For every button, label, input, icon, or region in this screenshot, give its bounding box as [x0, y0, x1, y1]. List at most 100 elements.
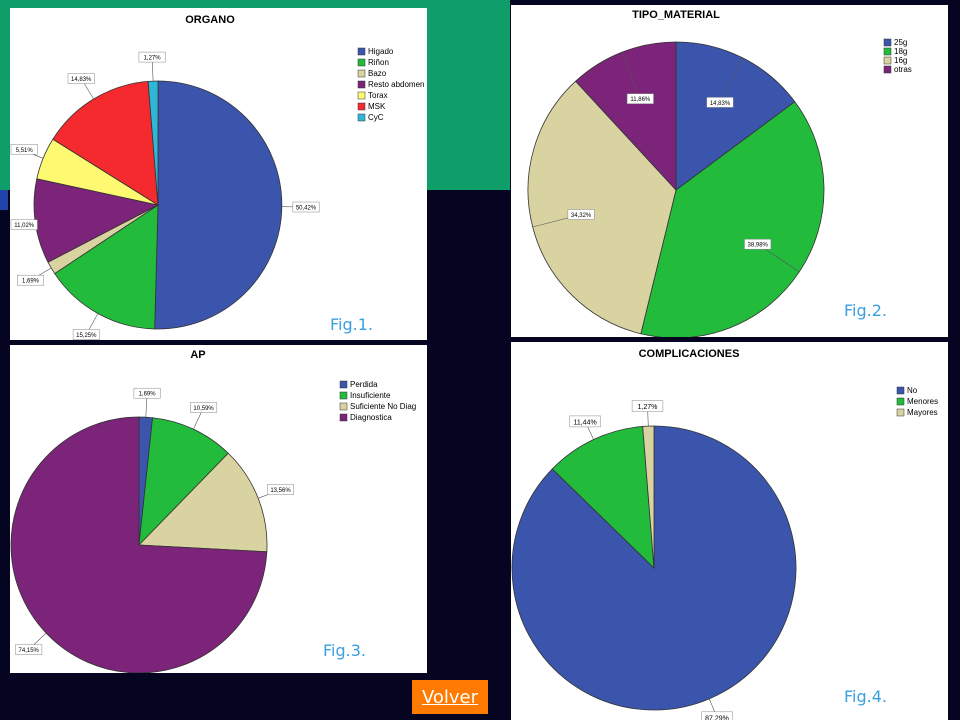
- data-label-box: [706, 97, 734, 108]
- data-label-box: [67, 73, 95, 84]
- data-label: 1,69%: [139, 392, 157, 398]
- legend-entry: Diagnostica: [350, 413, 392, 422]
- data-label: 11,86%: [630, 97, 651, 103]
- legend-swatch: [339, 380, 348, 389]
- pie-slice-16g: [527, 80, 677, 335]
- data-label-box: [72, 329, 100, 340]
- background-blue-stripe: [0, 190, 8, 210]
- legend-swatch: [883, 47, 892, 56]
- legend-swatch: [339, 413, 348, 422]
- label-leader-line: [719, 57, 743, 103]
- legend-entry: Torax: [368, 91, 388, 100]
- legend-swatch: [357, 102, 366, 111]
- legend-swatch: [339, 391, 348, 400]
- chart-panel-tipo-material: TIPO_MATERIAL 14,83% 38,98% 34,32% 11,86% 25g…: [511, 5, 948, 337]
- legend-entry: Insuficiente: [350, 391, 391, 400]
- data-label-box: [701, 711, 733, 720]
- fig-label-4: Fig.4.: [844, 687, 887, 706]
- data-label: 87,29%: [705, 715, 729, 720]
- legend-entry: Perdida: [350, 380, 378, 389]
- legend-entry: CyC: [368, 113, 384, 122]
- pie-slice-riñon: [54, 204, 159, 330]
- data-label: 11,02%: [14, 223, 35, 229]
- data-label-box: [133, 387, 161, 399]
- data-label: 11,44%: [573, 419, 596, 426]
- data-label-box: [569, 415, 601, 428]
- data-label: 34,32%: [571, 213, 592, 219]
- volver-button[interactable]: Volver: [412, 680, 488, 714]
- pie-slice-mayores: [642, 425, 655, 569]
- data-label-box: [10, 144, 38, 155]
- legend-entry: Higado: [368, 47, 394, 56]
- pie-slice-suficiente-no-diag: [138, 452, 268, 553]
- data-label: 10,59%: [193, 406, 214, 412]
- chart-title: COMPLICACIONES: [639, 348, 740, 360]
- legend-swatch: [896, 408, 905, 417]
- data-label-box: [267, 484, 294, 495]
- legend-swatch: [883, 38, 892, 47]
- data-label-box: [17, 274, 44, 286]
- data-label-box: [10, 219, 38, 230]
- legend-entry: Riñon: [368, 58, 389, 67]
- data-label: 15,25%: [76, 333, 97, 339]
- legend-swatch: [357, 80, 366, 89]
- legend-entry: Menores: [907, 397, 938, 406]
- fig-label-3: Fig.3.: [323, 641, 366, 660]
- data-label-box: [190, 402, 218, 413]
- data-label: 13,56%: [270, 488, 291, 494]
- data-label: 74,15%: [19, 648, 40, 654]
- data-label: 1,69%: [22, 279, 40, 285]
- pie-slice-msk: [52, 80, 159, 206]
- legend-swatch: [883, 65, 892, 74]
- chart-panel-ap: AP 1,69% 10,59% 13,56% 74,15% Perdida Insufici…: [10, 345, 427, 673]
- chart-title: ORGANO: [185, 14, 235, 26]
- data-label-box: [626, 93, 654, 104]
- fig-label-2: Fig.2.: [844, 301, 887, 320]
- pie-slice-higado: [154, 80, 283, 330]
- legend-swatch: [896, 397, 905, 406]
- data-label-box: [744, 238, 772, 250]
- legend-swatch: [357, 58, 366, 67]
- pie-chart-tipo-material: TIPO_MATERIAL 14,83% 38,98% 34,32% 11,86% 25g…: [527, 9, 912, 337]
- legend-entry: Suficiente No Diag: [350, 402, 416, 411]
- data-label: 1,27%: [144, 56, 162, 62]
- data-label: 1,27%: [638, 404, 658, 411]
- chart-title: AP: [190, 349, 205, 361]
- legend-swatch: [357, 69, 366, 78]
- data-label-box: [15, 644, 43, 655]
- legend-entry: 18g: [894, 47, 907, 56]
- pie-slice-diagnostica: [10, 416, 268, 673]
- legend-entry: otras: [894, 65, 912, 74]
- data-label: 5,51%: [16, 148, 34, 154]
- legend-entry: Mayores: [907, 408, 938, 417]
- data-label-box: [292, 201, 320, 213]
- chart-title: TIPO_MATERIAL: [632, 9, 720, 21]
- legend-swatch: [357, 47, 366, 56]
- data-label: 50,42%: [296, 206, 317, 212]
- pie-slice-insuficiente: [138, 417, 229, 547]
- pie-chart-ap: AP 1,69% 10,59% 13,56% 74,15% Perdida Insufici…: [10, 349, 416, 673]
- legend-swatch: [896, 386, 905, 395]
- legend-entry: No: [907, 386, 918, 395]
- legend-entry: 16g: [894, 56, 907, 65]
- chart-panel-complicaciones: COMPLICACIONES 87,29% 11,44% 1,27% No Menores…: [511, 342, 948, 720]
- data-label-box: [138, 51, 166, 63]
- data-label: 14,83%: [71, 77, 92, 83]
- pie-slice-menores: [551, 426, 655, 570]
- fig-label-1: Fig.1.: [330, 315, 373, 334]
- data-label-box: [567, 209, 595, 220]
- pie-chart-complicaciones: COMPLICACIONES 87,29% 11,44% 1,27% No Menores…: [511, 348, 938, 720]
- legend-swatch: [883, 56, 892, 65]
- legend-entry: Bazo: [368, 69, 387, 78]
- label-leader-line: [621, 52, 641, 99]
- legend-entry: MSK: [368, 102, 386, 111]
- chart-panel-organo: ORGANO 50,42% 15,25% 1,69% 11,02% 5,51% 14,83%…: [10, 8, 427, 340]
- pie-chart-organo: ORGANO 50,42% 15,25% 1,69% 11,02% 5,51% 14,83%…: [10, 14, 424, 340]
- legend-swatch: [357, 113, 366, 122]
- pie-slice-25g: [675, 41, 796, 191]
- data-label-box: [631, 400, 664, 412]
- legend-entry: 25g: [894, 38, 907, 47]
- legend-swatch: [357, 91, 366, 100]
- data-label: 14,83%: [710, 101, 731, 107]
- data-label: 38,98%: [748, 243, 769, 249]
